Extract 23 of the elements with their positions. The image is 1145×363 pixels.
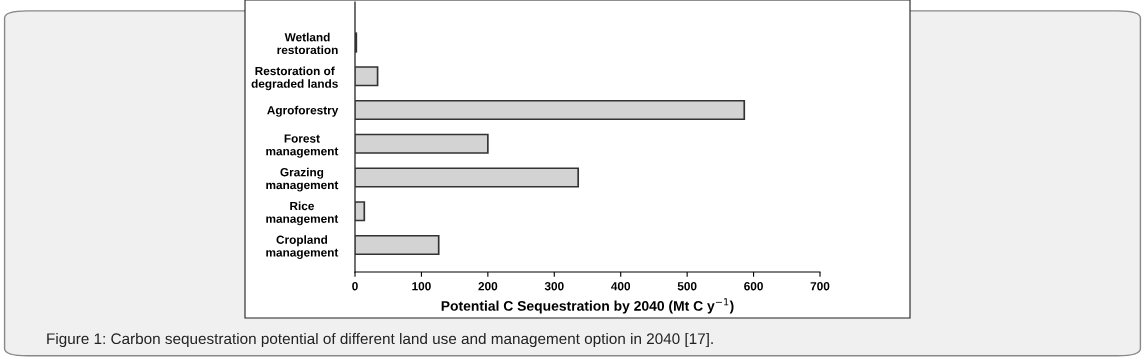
x-tick-label: 400 [611, 282, 631, 291]
bar [355, 66, 379, 87]
caption: Figure 1: Carbon sequestration potential of different land use and management option in 2040 [17]. [47, 332, 713, 348]
x-tick-label: 0 [352, 282, 358, 291]
x-tick-label: 500 [677, 282, 697, 291]
x-tick-label: 100 [412, 282, 431, 291]
bar [355, 167, 580, 188]
y-tick-label: Wetland restoration [277, 32, 338, 55]
bar [355, 201, 366, 222]
x-tick-label: 300 [544, 282, 564, 291]
bar [355, 99, 746, 121]
x-tick-label: 600 [744, 282, 763, 291]
y-tick-label: Rice management [266, 201, 339, 226]
y-tick-label: Restoration of degraded lands [251, 66, 338, 91]
bar [355, 234, 440, 256]
bar [355, 133, 489, 154]
y-tick-label: Grazing management [266, 167, 339, 192]
y-tick-label: Forest management [266, 134, 339, 158]
y-tick-label: Agroforestry [267, 105, 339, 117]
y-tick-label: Cropland management [266, 235, 339, 260]
x-axis-title: Potential C Sequestration by 2040 (Mt C y$^{−1}$) [441, 298, 734, 314]
x-tick-label: 200 [478, 282, 498, 291]
x-tick-label: 700 [810, 282, 830, 291]
